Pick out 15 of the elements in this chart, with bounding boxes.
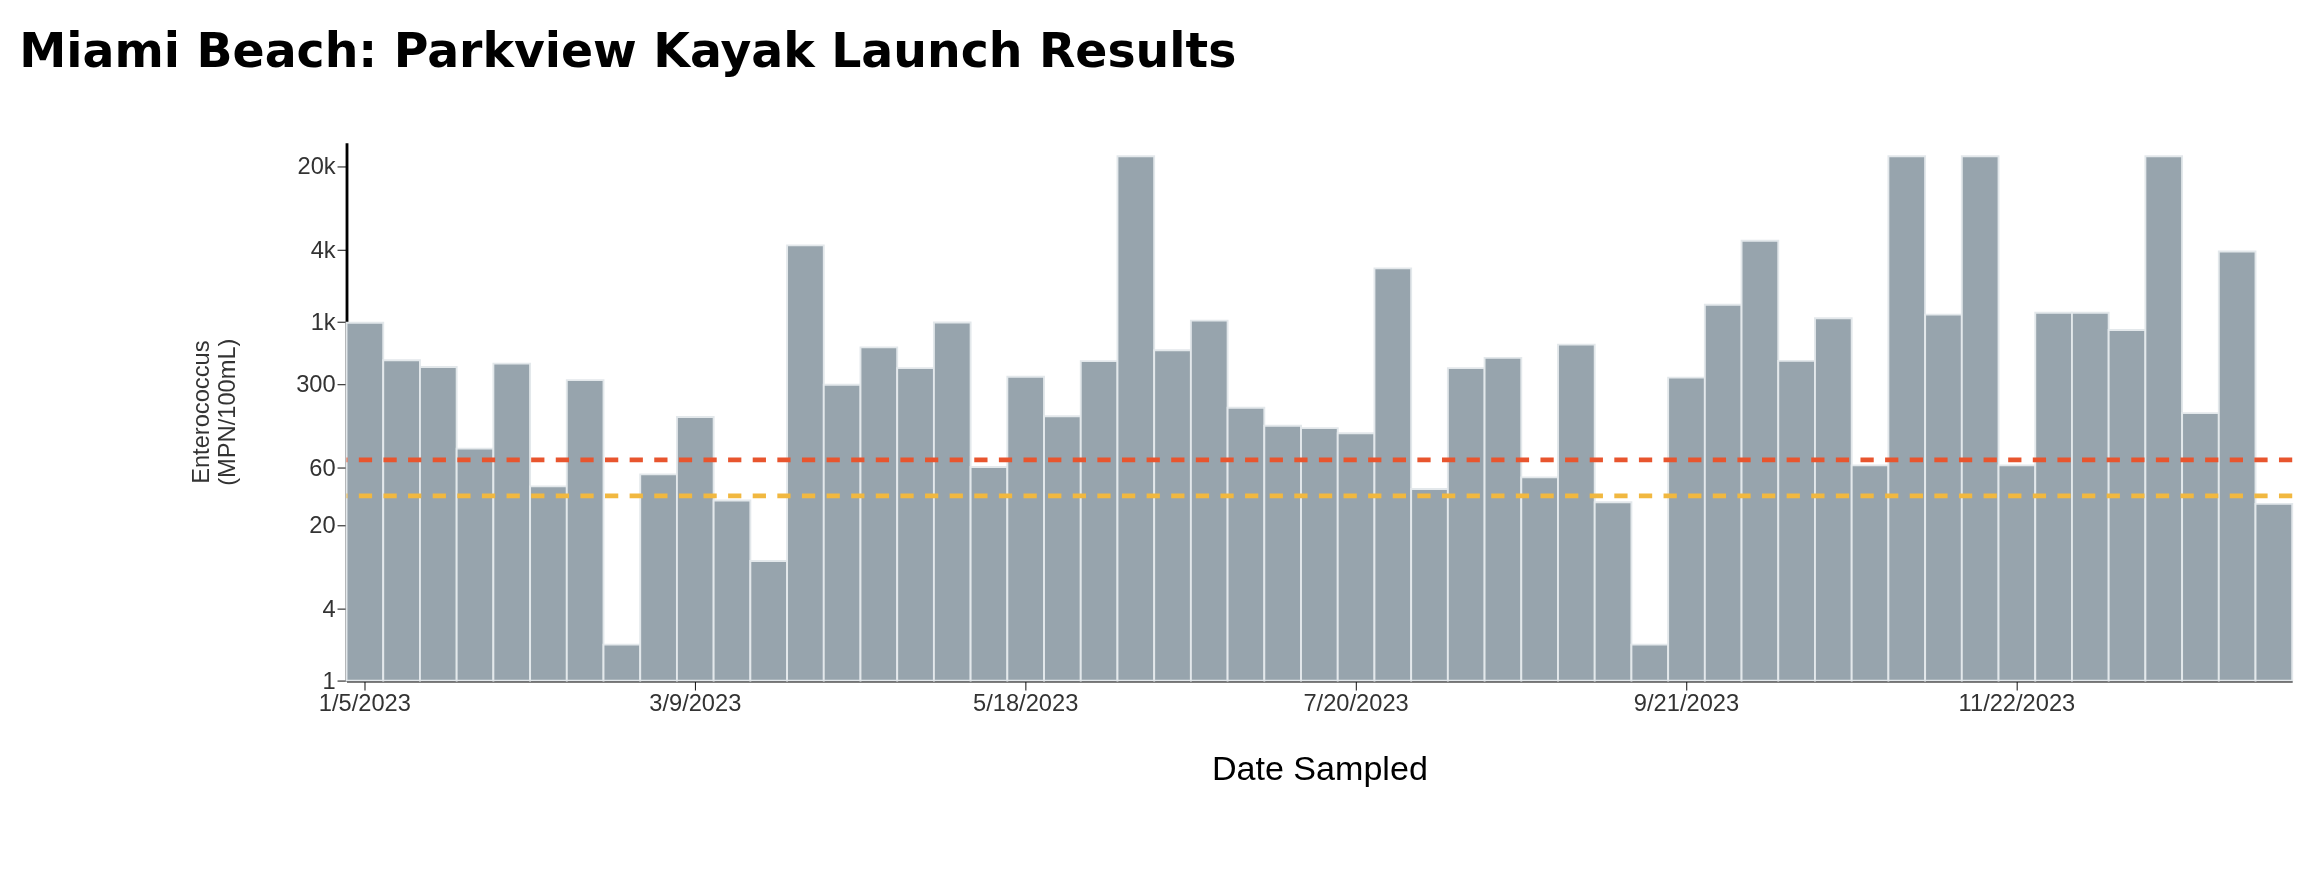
y-tick-label: 4 <box>322 595 336 622</box>
x-tick-label: 7/20/2023 <box>1303 690 1409 717</box>
x-tick-label: 9/21/2023 <box>1633 690 1740 717</box>
y-tick-label: 20k <box>297 153 336 180</box>
y-axis-title: Enterococcus (MPN/100mL) <box>188 338 240 486</box>
x-axis-title: Date Sampled <box>1211 749 1428 788</box>
chart-title: Miami Beach: Parkview Kayak Launch Results <box>19 23 1237 79</box>
y-tick-label: 20 <box>309 512 336 539</box>
x-tick-label: 5/18/2023 <box>973 690 1079 717</box>
x-tick-label: 3/9/2023 <box>649 690 742 717</box>
y-tick-label: 60 <box>309 454 336 481</box>
y-tick-label: 4k <box>310 236 336 263</box>
y-tick-label: 300 <box>296 371 336 398</box>
y-tick-label: 1k <box>310 308 336 335</box>
x-tick-label: 11/22/2023 <box>1958 690 2076 717</box>
